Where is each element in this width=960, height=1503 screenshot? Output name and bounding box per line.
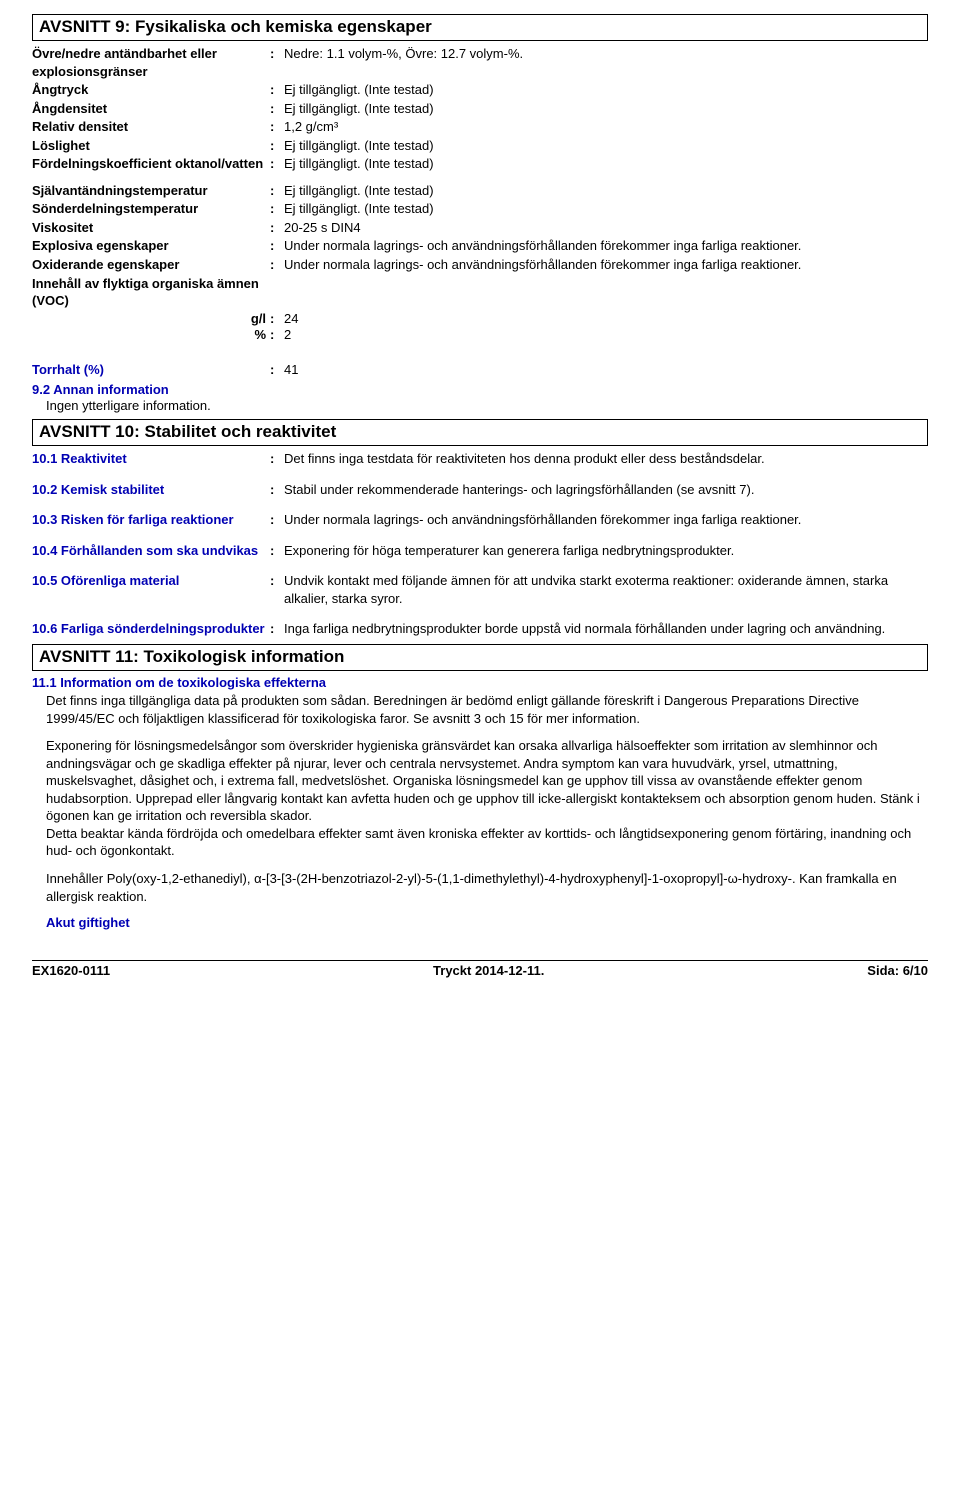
prop-label-vapor-pressure: Ångtryck [32, 81, 270, 99]
s10-value: Inga farliga nedbrytningsprodukter borde… [284, 620, 928, 638]
s10-value: Stabil under rekommenderade hanterings- … [284, 481, 928, 499]
torrhalt-row: Torrhalt (%) : 41 [32, 361, 928, 379]
colon: : [270, 100, 284, 118]
s10-label-stability: 10.2 Kemisk stabilitet [32, 481, 270, 499]
colon: : [270, 511, 284, 529]
prop-row: Viskositet : 20-25 s DIN4 [32, 219, 928, 237]
prop-value: 1,2 g/cm³ [284, 118, 928, 136]
footer: EX1620-0111 Tryckt 2014-12-11. Sida: 6/1… [32, 960, 928, 978]
acute-toxicity-label: Akut giftighet [32, 915, 928, 930]
prop-value: Ej tillgängligt. (Inte testad) [284, 155, 928, 173]
prop-value: Ej tillgängligt. (Inte testad) [284, 137, 928, 155]
colon: : [270, 450, 284, 468]
prop-row: Relativ densitet : 1,2 g/cm³ [32, 118, 928, 136]
footer-center: Tryckt 2014-12-11. [433, 963, 544, 978]
prop-row: Ångdensitet : Ej tillgängligt. (Inte tes… [32, 100, 928, 118]
prop-row: Övre/nedre antändbarhet eller explosions… [32, 45, 928, 80]
torrhalt-value: 41 [284, 361, 928, 379]
s10-row: 10.3 Risken för farliga reaktioner : Und… [32, 511, 928, 529]
s10-label-decomposition-products: 10.6 Farliga sönderdelningsprodukter [32, 620, 270, 638]
voc-gl-row: g/l : 24 [32, 311, 928, 326]
page: AVSNITT 9: Fysikaliska och kemiska egens… [0, 0, 960, 998]
prop-label-oxidizing: Oxiderande egenskaper [32, 256, 270, 274]
footer-right: Sida: 6/10 [867, 963, 928, 978]
prop-label-partition-coeff: Fördelningskoefficient oktanol/vatten [32, 155, 270, 173]
prop-row: Innehåll av flyktiga organiska ämnen (VO… [32, 275, 928, 310]
prop-label-viscosity: Viskositet [32, 219, 270, 237]
prop-row: Löslighet : Ej tillgängligt. (Inte testa… [32, 137, 928, 155]
section9-other-info-text: Ingen ytterligare information. [32, 398, 928, 413]
s10-label-reactivity: 10.1 Reaktivitet [32, 450, 270, 468]
voc-gl-value: 24 [284, 311, 928, 326]
s10-row: 10.4 Förhållanden som ska undvikas : Exp… [32, 542, 928, 560]
prop-value: Ej tillgängligt. (Inte testad) [284, 200, 928, 218]
section11-para2: Exponering för lösningsmedelsångor som ö… [32, 737, 928, 825]
s10-value: Undvik kontakt med följande ämnen för at… [284, 572, 928, 607]
prop-label-autoignition: Självantändningstemperatur [32, 182, 270, 200]
prop-value: 20-25 s DIN4 [284, 219, 928, 237]
colon: : [270, 45, 284, 63]
s10-value: Under normala lagrings- och användningsf… [284, 511, 928, 529]
prop-label-vapor-density: Ångdensitet [32, 100, 270, 118]
prop-value: Ej tillgängligt. (Inte testad) [284, 100, 928, 118]
colon: : [270, 311, 284, 326]
prop-row: Självantändningstemperatur : Ej tillgäng… [32, 182, 928, 200]
section11-para4: Innehåller Poly(oxy-1,2-ethanediyl), α-[… [32, 870, 928, 905]
s10-row: 10.6 Farliga sönderdelningsprodukter : I… [32, 620, 928, 638]
colon: : [270, 118, 284, 136]
prop-label-flammability: Övre/nedre antändbarhet eller explosions… [32, 45, 270, 80]
colon: : [270, 256, 284, 274]
prop-value: Ej tillgängligt. (Inte testad) [284, 182, 928, 200]
prop-value: Under normala lagrings- och användningsf… [284, 256, 928, 274]
section11-para3: Detta beaktar kända fördröjda och omedel… [32, 825, 928, 860]
colon: : [270, 237, 284, 255]
voc-pct-label: % [32, 327, 270, 342]
prop-label-explosive: Explosiva egenskaper [32, 237, 270, 255]
prop-label-decomposition: Sönderdelningstemperatur [32, 200, 270, 218]
colon: : [270, 155, 284, 173]
prop-value: Ej tillgängligt. (Inte testad) [284, 81, 928, 99]
prop-row: Sönderdelningstemperatur : Ej tillgängli… [32, 200, 928, 218]
s10-value: Det finns inga testdata för reaktivitete… [284, 450, 928, 468]
footer-left: EX1620-0111 [32, 963, 110, 978]
colon: : [270, 182, 284, 200]
prop-label-solubility: Löslighet [32, 137, 270, 155]
colon: : [270, 81, 284, 99]
prop-row: Ångtryck : Ej tillgängligt. (Inte testad… [32, 81, 928, 99]
colon: : [270, 361, 284, 379]
section11-subheading: 11.1 Information om de toxikologiska eff… [32, 675, 928, 690]
section10-header: AVSNITT 10: Stabilitet och reaktivitet [32, 419, 928, 446]
torrhalt-label: Torrhalt (%) [32, 361, 270, 379]
prop-label-relative-density: Relativ densitet [32, 118, 270, 136]
s10-label-hazardous-reactions: 10.3 Risken för farliga reaktioner [32, 511, 270, 529]
voc-pct-row: % : 2 [32, 327, 928, 342]
section9-header: AVSNITT 9: Fysikaliska och kemiska egens… [32, 14, 928, 41]
colon: : [270, 542, 284, 560]
s10-row: 10.1 Reaktivitet : Det finns inga testda… [32, 450, 928, 468]
prop-value: Under normala lagrings- och användningsf… [284, 237, 928, 255]
section11-header: AVSNITT 11: Toxikologisk information [32, 644, 928, 671]
s10-row: 10.2 Kemisk stabilitet : Stabil under re… [32, 481, 928, 499]
colon: : [270, 620, 284, 638]
s10-label-incompatible: 10.5 Oförenliga material [32, 572, 270, 590]
colon: : [270, 481, 284, 499]
colon: : [270, 327, 284, 342]
prop-value: Nedre: 1.1 volym-%, Övre: 12.7 volym-%. [284, 45, 928, 63]
s10-row: 10.5 Oförenliga material : Undvik kontak… [32, 572, 928, 607]
prop-row: Explosiva egenskaper : Under normala lag… [32, 237, 928, 255]
voc-gl-label: g/l [32, 311, 270, 326]
colon: : [270, 137, 284, 155]
s10-value: Exponering för höga temperaturer kan gen… [284, 542, 928, 560]
colon: : [270, 219, 284, 237]
prop-row: Oxiderande egenskaper : Under normala la… [32, 256, 928, 274]
prop-row: Fördelningskoefficient oktanol/vatten : … [32, 155, 928, 173]
voc-pct-value: 2 [284, 327, 928, 342]
prop-label-voc: Innehåll av flyktiga organiska ämnen (VO… [32, 275, 270, 310]
colon: : [270, 200, 284, 218]
section9-other-info-heading: 9.2 Annan information [32, 382, 928, 397]
colon: : [270, 572, 284, 590]
s10-label-conditions-avoid: 10.4 Förhållanden som ska undvikas [32, 542, 270, 560]
section11-para1: Det finns inga tillgängliga data på prod… [32, 692, 928, 727]
